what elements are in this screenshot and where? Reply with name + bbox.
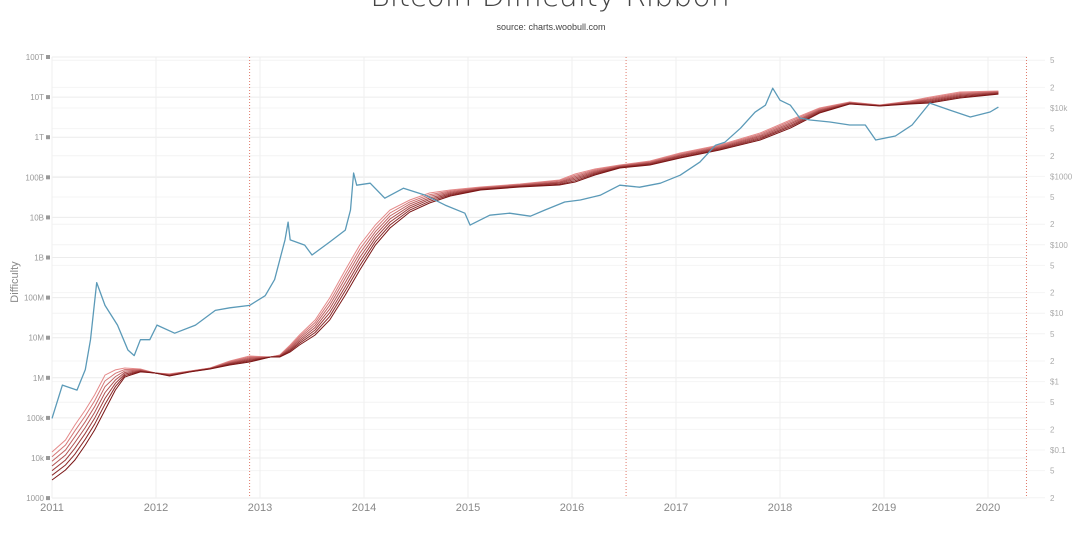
x-tick-label: 2014 xyxy=(352,502,376,514)
y-left-tick-label: 100M xyxy=(24,294,44,303)
x-tick-label: 2012 xyxy=(144,502,168,514)
y-right-tick-label: 5 xyxy=(1050,193,1055,202)
chart-title: Bitcoin Difficulty Ribbon xyxy=(370,0,729,14)
y-right-tick-label: 2 xyxy=(1050,289,1055,298)
y-left-tick-label: 10B xyxy=(30,213,44,222)
tick-marker xyxy=(46,175,50,180)
tick-marker xyxy=(46,415,50,420)
tick-marker xyxy=(46,95,50,100)
tick-marker xyxy=(46,335,50,340)
y-right-tick-label: 2 xyxy=(1050,83,1055,92)
y-right-tick-label: $100 xyxy=(1050,241,1068,250)
tick-marker xyxy=(46,135,50,140)
y-right-tick-label: 2 xyxy=(1050,357,1055,366)
ribbon-line xyxy=(51,93,999,481)
y-left-tick-label: 10M xyxy=(28,334,44,343)
tick-marker xyxy=(46,55,50,59)
price-series xyxy=(51,87,999,419)
tick-marker xyxy=(46,456,50,460)
ribbon-line xyxy=(51,91,999,462)
y-right-tick-label: 5 xyxy=(1050,467,1055,476)
ribbon-line xyxy=(51,93,999,476)
y-right-tick-label: $1000 xyxy=(1050,172,1073,181)
y-left-tick-label: 10k xyxy=(31,454,45,463)
y-right-tick-label: 2 xyxy=(1050,494,1055,503)
axes: 100T 10T 1T 100B 10B 1B 100M 10M 1M 100k 10k 1000 5 2… xyxy=(24,53,1073,514)
y-right-tick-label: $10 xyxy=(1050,309,1064,318)
y-left-tick-label: 100T xyxy=(26,53,44,62)
tick-marker xyxy=(46,215,50,220)
gridlines xyxy=(51,56,1045,499)
y-left-tick-label: 1B xyxy=(34,254,44,263)
y-left-tick-label: 1M xyxy=(33,374,44,383)
halving-lines xyxy=(249,57,1027,498)
y-right-tick-label: $1 xyxy=(1050,378,1059,387)
x-tick-label: 2018 xyxy=(768,502,792,514)
y-right-tick-label: 5 xyxy=(1050,330,1055,339)
y-right-tick-label: 5 xyxy=(1050,125,1055,134)
difficulty-ribbon xyxy=(51,90,999,481)
ribbon-line xyxy=(51,92,999,467)
ribbon-line xyxy=(51,91,999,458)
x-tick-label: 2019 xyxy=(872,502,896,514)
price-line xyxy=(51,87,999,419)
x-tick-label: 2015 xyxy=(456,502,480,514)
y-left-tick-label: 10T xyxy=(30,93,44,102)
tick-marker xyxy=(46,496,50,501)
x-tick-label: 2013 xyxy=(248,502,272,514)
tick-marker xyxy=(46,375,50,380)
y-right-tick-label: 2 xyxy=(1050,152,1055,161)
x-tick-label: 2017 xyxy=(664,502,688,514)
y-right-tick-label: 2 xyxy=(1050,220,1055,229)
y-right-tick-label: 5 xyxy=(1050,261,1055,270)
y-left-tick-label: 100k xyxy=(27,414,45,423)
x-tick-label: 2016 xyxy=(560,502,584,514)
x-tick-label: 2011 xyxy=(40,502,64,514)
y-left-tick-label: 100B xyxy=(25,173,44,182)
y-right-tick-label: 2 xyxy=(1050,425,1055,434)
y-axis-label: Difficulty xyxy=(9,261,21,303)
x-tick-label: 2020 xyxy=(976,502,1000,514)
y-right-tick-label: $10k xyxy=(1050,104,1068,113)
ribbon-line xyxy=(51,92,999,472)
y-left-tick-label: 1000 xyxy=(26,494,44,503)
tick-marker xyxy=(46,295,50,300)
ribbon-line xyxy=(51,90,999,453)
y-right-tick-label: 5 xyxy=(1050,398,1055,407)
y-left-tick-label: 1T xyxy=(35,133,44,142)
chart-subtitle: source: charts.woobull.com xyxy=(496,22,605,32)
y-right-tick-label: $0.1 xyxy=(1050,446,1066,455)
tick-marker xyxy=(46,255,50,260)
y-right-tick-label: 5 xyxy=(1050,56,1055,65)
